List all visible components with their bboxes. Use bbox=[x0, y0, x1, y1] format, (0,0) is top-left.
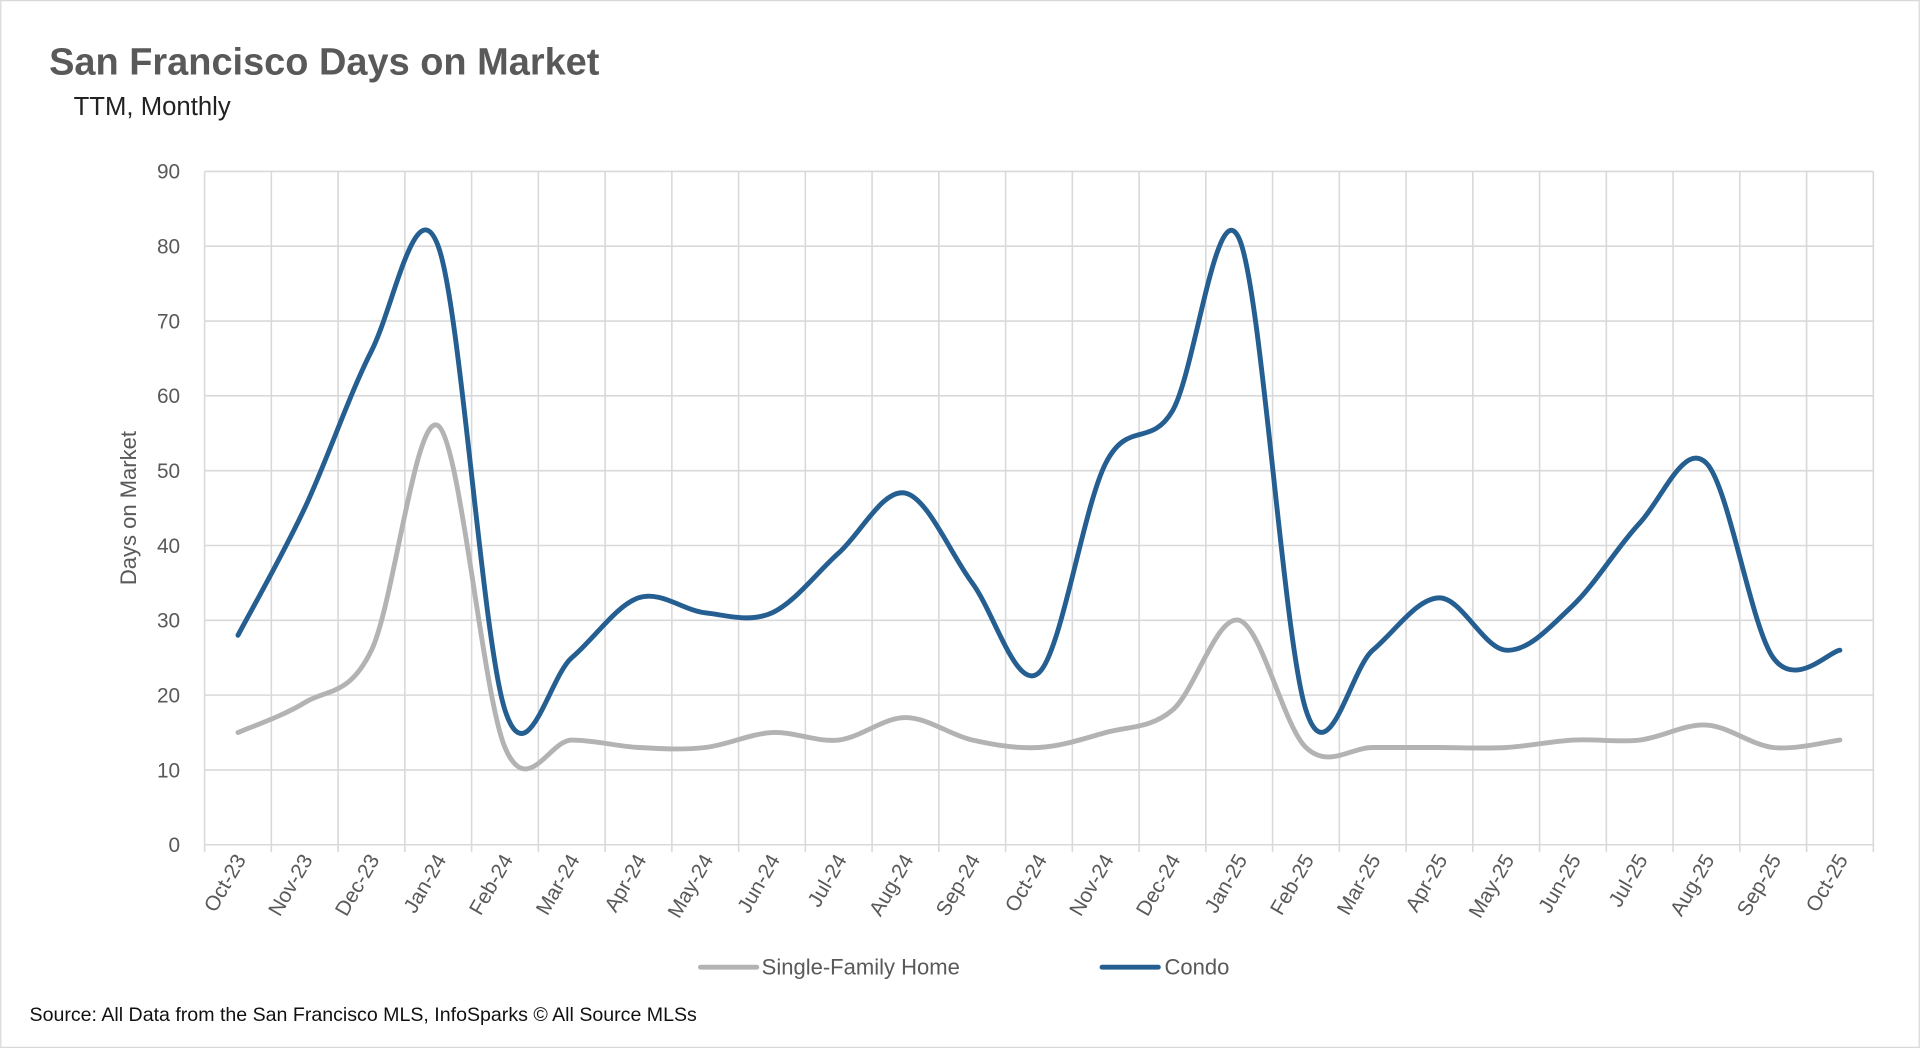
gridlines bbox=[203, 170, 1875, 853]
y-tick-label: 0 bbox=[169, 834, 181, 857]
series-line-single-family-home bbox=[235, 422, 1843, 772]
y-tick-label: 10 bbox=[157, 759, 180, 782]
y-tick-label: 50 bbox=[157, 460, 180, 483]
y-tick-label: 30 bbox=[157, 610, 180, 633]
y-tick-label: 90 bbox=[157, 161, 180, 184]
y-axis-label: Days on Market bbox=[116, 431, 141, 585]
chart-title: San Francisco Days on Market bbox=[49, 42, 600, 84]
y-axis-ticks: 0 10 20 30 40 50 60 70 80 90 bbox=[157, 161, 180, 857]
series-line-condo bbox=[235, 227, 1843, 736]
y-tick-label: 80 bbox=[157, 236, 180, 259]
y-tick-label: 40 bbox=[157, 535, 180, 558]
y-tick-label: 20 bbox=[157, 684, 180, 707]
chart-subtitle: TTM, Monthly bbox=[74, 93, 231, 121]
legend-label-single-family: Single-Family Home bbox=[762, 955, 960, 980]
legend-label-condo: Condo bbox=[1164, 955, 1229, 980]
y-tick-label: 70 bbox=[157, 310, 180, 333]
series-lines bbox=[235, 227, 1843, 772]
source-note: Source: All Data from the San Francisco … bbox=[30, 1004, 698, 1026]
y-tick-label: 60 bbox=[157, 385, 180, 408]
legend: Single-Family Home Condo bbox=[698, 955, 1229, 980]
